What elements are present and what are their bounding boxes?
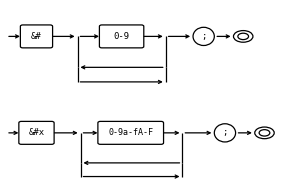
Text: ;: ; (222, 128, 228, 137)
Ellipse shape (193, 27, 214, 46)
FancyBboxPatch shape (19, 121, 54, 144)
Text: 0-9: 0-9 (113, 32, 130, 41)
FancyBboxPatch shape (99, 25, 144, 48)
FancyBboxPatch shape (20, 25, 53, 48)
Circle shape (255, 127, 274, 139)
FancyBboxPatch shape (98, 121, 164, 144)
Text: 0-9a-fA-F: 0-9a-fA-F (108, 128, 153, 137)
Circle shape (259, 130, 270, 136)
Ellipse shape (214, 124, 236, 142)
Text: ;: ; (201, 32, 206, 41)
Circle shape (233, 31, 253, 42)
Text: &#x: &#x (28, 128, 45, 137)
Circle shape (238, 33, 249, 40)
Text: &#: &# (31, 32, 42, 41)
